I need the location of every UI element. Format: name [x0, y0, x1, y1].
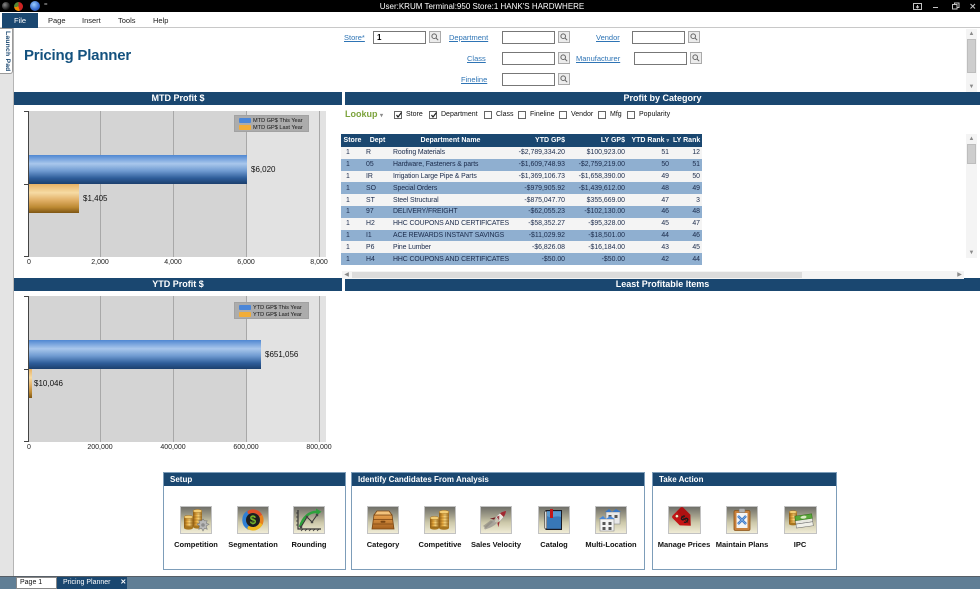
- svg-text:$: $: [250, 515, 257, 527]
